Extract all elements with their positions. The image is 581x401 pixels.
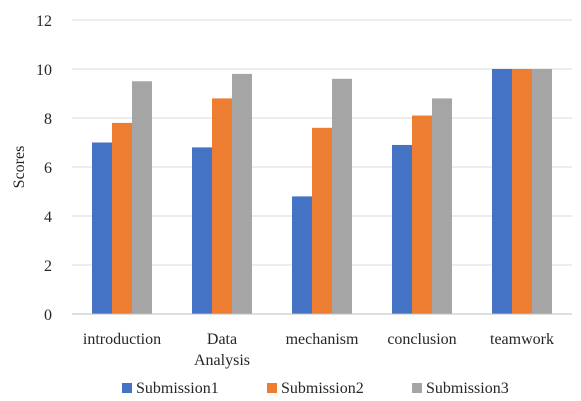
y-tick-label: 10 xyxy=(36,62,52,79)
y-tick-label: 0 xyxy=(44,307,52,324)
legend-label: Submission3 xyxy=(426,380,509,397)
legend-item: Submission2 xyxy=(267,380,364,397)
bar xyxy=(332,78,352,314)
bar xyxy=(132,81,152,314)
legend-item: Submission3 xyxy=(412,380,509,397)
y-tick-label: 8 xyxy=(44,111,52,128)
bar xyxy=(392,144,412,314)
legend-swatch xyxy=(122,383,132,393)
y-tick-label: 12 xyxy=(36,13,52,30)
category-label: introduction xyxy=(83,331,161,348)
legend-label: Submission1 xyxy=(136,380,219,397)
y-tick-label: 2 xyxy=(44,258,52,275)
bar xyxy=(92,142,112,314)
category-labels: introduction Data Analysis mechanism conclus… xyxy=(83,331,554,369)
bar xyxy=(292,196,312,314)
y-tick-label: 4 xyxy=(44,209,52,226)
y-tick-labels: 0 2 4 6 8 10 12 xyxy=(36,13,52,324)
category-label: mechanism xyxy=(286,331,359,348)
bar xyxy=(412,115,432,314)
y-tick-label: 6 xyxy=(44,160,52,177)
bar xyxy=(192,147,212,314)
legend: Submission1 Submission2 Submission3 xyxy=(122,380,509,397)
bar xyxy=(532,69,552,314)
category-label: Data Analysis xyxy=(194,331,250,369)
legend-item: Submission1 xyxy=(122,380,219,397)
category-label: teamwork xyxy=(490,331,554,348)
bar xyxy=(432,98,452,315)
y-axis-title: Scores xyxy=(11,146,28,189)
bar xyxy=(212,98,232,315)
legend-swatch xyxy=(412,383,422,393)
bar xyxy=(112,122,132,315)
bar xyxy=(512,69,532,314)
bar xyxy=(232,73,252,315)
bars xyxy=(92,69,552,315)
category-label: conclusion xyxy=(387,331,456,348)
legend-swatch xyxy=(267,383,277,393)
bar xyxy=(312,127,332,314)
bar xyxy=(492,69,512,314)
legend-label: Submission2 xyxy=(281,380,364,397)
